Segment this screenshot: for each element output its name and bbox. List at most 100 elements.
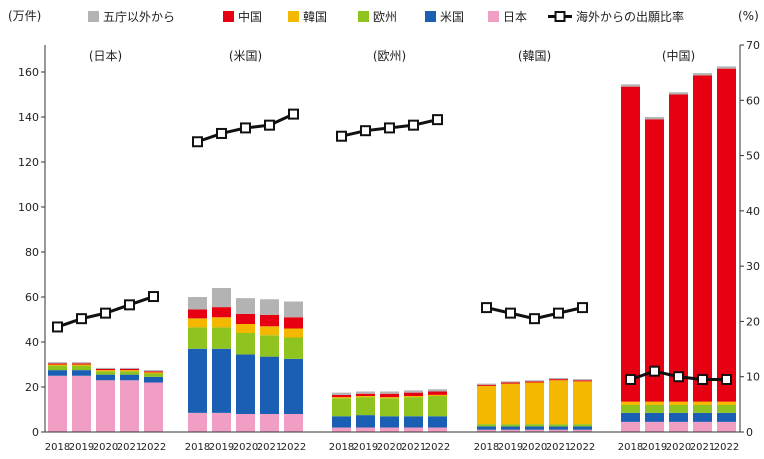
bar-segment-japan (120, 380, 139, 432)
bar-segment-japan (284, 414, 303, 432)
year-label: 2018 (618, 442, 643, 453)
bar-segment-korea (356, 396, 375, 398)
bar-segment-other (356, 391, 375, 394)
bar-segment-korea (260, 326, 279, 336)
ratio-marker (148, 291, 159, 303)
bar-segment-other (669, 92, 688, 95)
year-label: 2020 (233, 442, 258, 453)
bar-segment-japan (621, 421, 640, 432)
group-label: (米国) (229, 49, 262, 63)
bar-segment-europe (260, 335, 279, 357)
ratio-marker (721, 373, 732, 385)
bar-segment-china (669, 94, 688, 402)
bar-segment-japan (525, 429, 544, 432)
bar-segment-europe (645, 405, 664, 413)
bar-segment-japan (72, 375, 91, 432)
right-tick-label: 50 (746, 150, 760, 163)
bar-segment-us (260, 356, 279, 414)
right-tick-label: 10 (746, 371, 760, 384)
bar-segment-korea (693, 401, 712, 405)
bar-segment-korea (96, 370, 115, 372)
legend-label-other: 五庁以外から (103, 10, 175, 24)
year-label: 2021 (257, 442, 282, 453)
ratio-marker (408, 119, 419, 131)
bar-segment-china (260, 315, 279, 327)
bar-segment-japan (236, 414, 255, 432)
year-label: 2019 (69, 442, 94, 453)
bar-segment-other (72, 362, 91, 364)
ratio-marker (697, 373, 708, 385)
tick-labels: 0 20 40 60 80 100 120 140 160 0 10 20 30 40 50 60 70 (18, 39, 760, 439)
bar-segment-japan (48, 375, 67, 432)
bar-segment-china (212, 307, 231, 318)
bar-segment-europe (96, 371, 115, 375)
ratio-marker (481, 302, 492, 314)
bar-segment-china (717, 68, 736, 402)
ratio-marker (100, 307, 111, 319)
ratio-marker (336, 130, 347, 142)
ratio-marker (360, 125, 371, 137)
ratio-marker (52, 321, 63, 333)
bar-segment-korea (144, 372, 163, 374)
bar-segment-japan (693, 421, 712, 432)
bar-segment-korea (645, 401, 664, 405)
bar-segment-china (188, 309, 207, 319)
bar-segment-us (332, 416, 351, 428)
bar-segment-us (236, 354, 255, 414)
legend-swatch-china (223, 11, 234, 22)
bar-segment-japan (549, 429, 568, 432)
bar-segment-other (380, 391, 399, 394)
right-tick-label: 0 (746, 426, 753, 439)
bar-segment-korea (549, 380, 568, 425)
bar-segment-china (404, 392, 423, 396)
year-label: 2019 (642, 442, 667, 453)
ratio-marker (240, 122, 251, 134)
ratio-marker (432, 114, 443, 126)
bar-segment-us (212, 348, 231, 413)
bar-segment-other (525, 380, 544, 382)
bar-segment-europe (380, 398, 399, 417)
bar-segment-china (621, 86, 640, 402)
legend-label-line: 海外からの出願比率 (576, 9, 684, 24)
bar-segment-japan (96, 380, 115, 432)
year-label: 2019 (209, 442, 234, 453)
ratio-marker (577, 302, 588, 314)
bar-segment-japan (144, 382, 163, 432)
bar-segment-korea (188, 318, 207, 328)
year-label: 2020 (93, 442, 118, 453)
bar-segment-other (120, 367, 139, 369)
right-tick-label: 60 (746, 94, 760, 107)
bar-segment-us (380, 416, 399, 428)
bar-segment-europe (621, 405, 640, 413)
bar-segment-japan (356, 427, 375, 432)
bar-segment-europe (693, 405, 712, 413)
bar-segment-japan (645, 421, 664, 432)
bar-segment-china (573, 380, 592, 382)
left-tick-label: 40 (25, 336, 39, 349)
legend-swatch-japan (488, 11, 499, 22)
bar-segment-china (332, 394, 351, 398)
left-tick-label: 60 (25, 291, 39, 304)
bar-segment-us (188, 348, 207, 413)
bar-segment-europe (549, 424, 568, 427)
bar-segment-china (356, 393, 375, 396)
year-label: 2021 (401, 442, 426, 453)
bar-segment-china (284, 317, 303, 329)
year-label: 2018 (329, 442, 354, 453)
bar-segment-europe (212, 327, 231, 349)
bar-segment-europe (717, 405, 736, 413)
bar-segment-other (284, 301, 303, 318)
bar-segment-us (477, 426, 496, 430)
bar-segment-china (96, 369, 115, 371)
left-tick-label: 100 (18, 201, 39, 214)
bar-segment-china (48, 363, 67, 365)
bar-segment-other (717, 66, 736, 69)
bar-segment-japan (332, 427, 351, 432)
bar-segment-korea (212, 317, 231, 328)
group-label: (欧州) (373, 49, 406, 63)
bar-segment-other (693, 73, 712, 76)
ratio-marker (384, 122, 395, 134)
bar-segment-europe (525, 424, 544, 427)
bar-segment-us (669, 412, 688, 422)
bar-segment-korea (48, 364, 67, 366)
